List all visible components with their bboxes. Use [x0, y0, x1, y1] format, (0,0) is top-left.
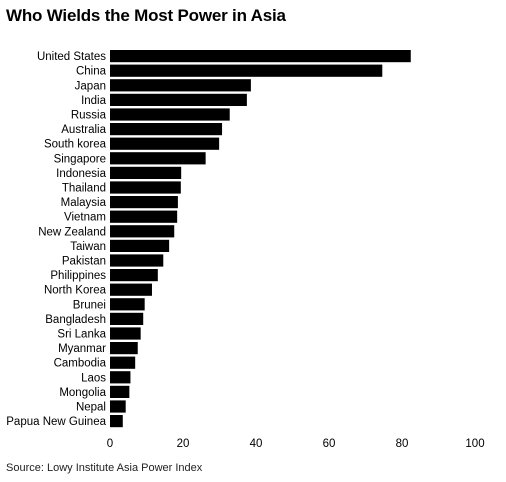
category-label: North Korea: [44, 285, 107, 297]
x-tick-label: 40: [250, 438, 263, 450]
bar: [110, 79, 251, 92]
bar: [110, 371, 131, 384]
x-tick-label: 20: [177, 438, 190, 450]
x-tick-label: 100: [465, 438, 484, 450]
bar: [110, 181, 181, 194]
x-tick-label: 80: [396, 438, 409, 450]
category-label: Australia: [61, 124, 106, 136]
category-label: Laos: [81, 372, 106, 384]
category-label: Thailand: [62, 183, 106, 195]
bar-labels: United States China Japan India Russia Austra…: [6, 51, 106, 428]
bar: [110, 196, 178, 209]
bar: [110, 239, 170, 252]
bar: [110, 93, 247, 106]
category-label: Taiwan: [70, 241, 106, 253]
category-label: Bangladesh: [45, 314, 106, 326]
bar: [110, 283, 152, 296]
category-label: Indonesia: [56, 168, 106, 180]
category-label: Myanmar: [58, 343, 106, 355]
bar: [110, 415, 123, 428]
bar: [110, 385, 130, 398]
bar: [110, 108, 230, 121]
bar-chart: United States China Japan India Russia Austra…: [6, 50, 485, 450]
bars: [110, 50, 411, 428]
bar: [110, 137, 220, 150]
bar: [110, 356, 136, 369]
bar: [110, 400, 126, 413]
category-label: Sri Lanka: [57, 329, 106, 341]
x-axis: 0 20 40 60 80 100: [107, 438, 485, 450]
category-label: Russia: [71, 110, 107, 122]
category-label: China: [76, 66, 107, 78]
bar: [110, 327, 141, 340]
bar: [110, 123, 223, 136]
category-label: South korea: [44, 139, 107, 151]
category-label: Malaysia: [61, 197, 107, 209]
bar: [110, 312, 144, 325]
bar: [110, 342, 138, 355]
category-label: Philippines: [50, 270, 106, 282]
category-label: Nepal: [76, 402, 106, 414]
category-label: Cambodia: [54, 358, 107, 370]
bar: [110, 50, 411, 63]
category-label: Singapore: [54, 153, 106, 165]
category-label: New Zealand: [38, 226, 106, 238]
category-label: United States: [37, 51, 106, 63]
category-label: Vietnam: [64, 212, 106, 224]
bar: [110, 298, 145, 311]
category-label: Japan: [75, 80, 106, 92]
bar: [110, 166, 182, 179]
chart-title: Who Wields the Most Power in Asia: [6, 6, 286, 25]
category-label: Papua New Guinea: [6, 416, 106, 428]
bar: [110, 152, 206, 165]
bar: [110, 225, 175, 238]
bar: [110, 254, 164, 267]
bar: [110, 210, 178, 223]
x-tick-label: 60: [323, 438, 336, 450]
category-label: India: [81, 95, 107, 107]
category-label: Mongolia: [59, 387, 106, 399]
x-tick-label: 0: [107, 438, 113, 450]
category-label: Brunei: [73, 299, 106, 311]
bar: [110, 64, 383, 77]
category-label: Pakistan: [62, 256, 106, 268]
bar: [110, 269, 158, 282]
source-note: Source: Lowy Institute Asia Power Index: [6, 462, 203, 474]
